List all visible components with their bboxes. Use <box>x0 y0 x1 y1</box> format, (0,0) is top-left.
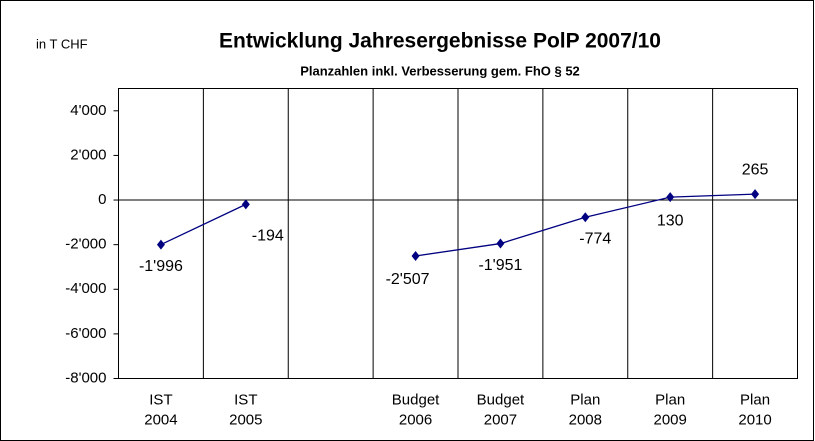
x-tick-label: Budget <box>392 391 440 408</box>
x-tick-label: IST <box>149 391 172 408</box>
data-label: -2'507 <box>386 271 430 288</box>
x-tick-label: 2004 <box>144 411 177 428</box>
data-label: -1'996 <box>139 258 183 275</box>
x-tick-label: Plan <box>740 391 770 408</box>
data-label: 265 <box>742 161 769 178</box>
y-tick-label: 0 <box>98 191 106 208</box>
y-tick-label: 2'000 <box>70 146 106 163</box>
x-tick-label: 2010 <box>738 411 771 428</box>
x-tick-label: 2007 <box>484 411 517 428</box>
unit-label: in T CHF <box>36 36 88 51</box>
x-tick-label: 2008 <box>569 411 602 428</box>
data-point <box>496 238 505 249</box>
data-label: -1'951 <box>478 257 522 274</box>
y-tick-label: -6'000 <box>65 325 106 342</box>
data-label: 130 <box>657 212 684 229</box>
y-tick-label: -4'000 <box>65 280 106 297</box>
chart-subtitle: Planzahlen inkl. Verbesserung gem. FhO §… <box>300 63 580 78</box>
data-point <box>751 189 760 200</box>
data-label: -194 <box>252 228 284 245</box>
chart-title: Entwicklung Jahresergebnisse PolP 2007/1… <box>219 30 661 53</box>
x-tick-label: 2005 <box>229 411 262 428</box>
data-point <box>411 250 420 261</box>
y-tick-label: -8'000 <box>65 369 106 386</box>
data-point <box>241 199 250 210</box>
x-tick-label: 2009 <box>654 411 687 428</box>
x-tick-label: Budget <box>477 391 525 408</box>
x-tick-label: Plan <box>655 391 685 408</box>
data-label: -774 <box>579 231 611 248</box>
x-tick-label: IST <box>234 391 257 408</box>
data-point <box>156 239 165 250</box>
y-tick-label: 4'000 <box>70 102 106 119</box>
y-tick-label: -2'000 <box>65 236 106 253</box>
data-point <box>666 192 675 203</box>
x-tick-label: Plan <box>570 391 600 408</box>
x-tick-label: 2006 <box>399 411 432 428</box>
data-point <box>581 212 590 223</box>
